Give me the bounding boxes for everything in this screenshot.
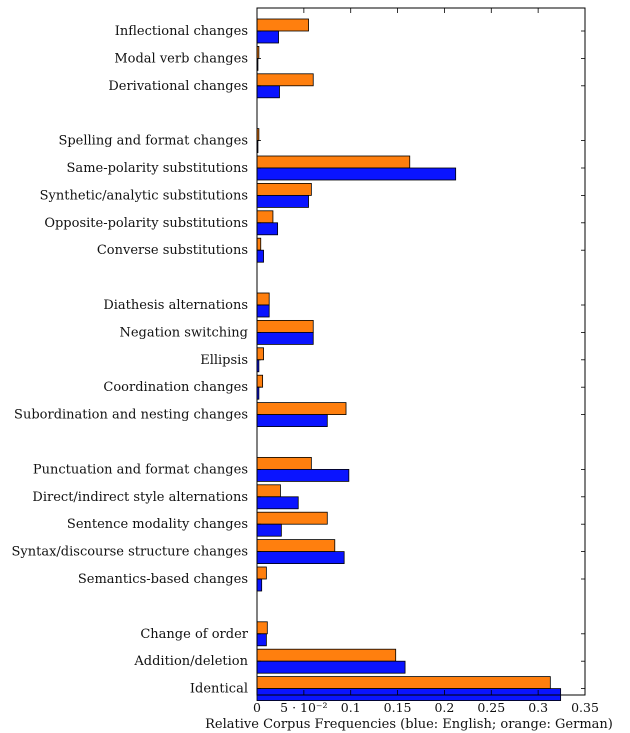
x-tick-label: 5 · 10⁻²	[280, 700, 327, 715]
category-label: Diathesis alternations	[103, 298, 248, 313]
x-tick-label: 0	[253, 700, 261, 715]
x-axis-label: Relative Corpus Frequencies (blue: Engli…	[205, 717, 613, 732]
bar-english	[256, 414, 328, 428]
bar-german	[256, 18, 309, 32]
bar-german	[256, 676, 551, 689]
category-label: Syntax/discourse structure changes	[11, 545, 248, 560]
category-label: Spelling and format changes	[58, 134, 248, 149]
category-label: Modal verb changes	[114, 51, 248, 66]
bar-english	[256, 578, 263, 592]
bar-english	[256, 468, 350, 482]
category-label: Direct/indirect style alternations	[32, 490, 248, 505]
bar-german	[256, 210, 274, 224]
bar-english	[256, 304, 270, 318]
category-label: Synthetic/analytic substitutions	[40, 188, 248, 203]
bar-german	[256, 182, 312, 196]
bar-german	[256, 456, 312, 470]
bar-german	[256, 155, 411, 169]
bar-english	[256, 85, 280, 99]
bar-english	[256, 660, 406, 674]
bar-german	[256, 484, 281, 498]
bar-english	[256, 194, 309, 208]
x-axis-ticks: 0 5 · 10⁻² 0.1 0.15 0.2 0.25 0.3 0.35	[253, 8, 599, 715]
x-tick-label: 0.3	[528, 700, 548, 715]
category-label: Inflectional changes	[115, 24, 248, 39]
x-tick-label: 0.2	[434, 700, 454, 715]
category-label: Identical	[190, 682, 248, 697]
bar-german	[256, 511, 328, 525]
category-label: Same-polarity substitutions	[67, 161, 248, 176]
bar-english	[256, 523, 282, 537]
bar-german	[256, 648, 397, 662]
x-tick-label: 0.15	[384, 700, 412, 715]
category-label: Punctuation and format changes	[33, 462, 248, 477]
x-tick-label: 0.35	[571, 700, 599, 715]
bar-english	[256, 551, 345, 564]
bar-german	[256, 621, 268, 635]
category-label: Negation switching	[119, 325, 248, 340]
bar-german	[256, 402, 347, 416]
x-tick-label: 0.25	[477, 700, 505, 715]
category-labels: Inflectional changes Modal verb changes De…	[11, 24, 585, 697]
bar-english	[256, 496, 299, 510]
plot-frame	[256, 7, 586, 696]
category-label: Coordination changes	[103, 380, 248, 395]
category-label: Sentence modality changes	[67, 517, 248, 532]
bars-group	[256, 18, 562, 701]
bar-english	[256, 222, 279, 236]
bar-english	[256, 249, 264, 263]
category-label: Change of order	[140, 627, 248, 642]
category-label: Opposite-polarity substitutions	[44, 216, 248, 231]
bar-english	[256, 30, 279, 44]
bar-german	[256, 347, 264, 361]
bar-german	[256, 319, 314, 333]
bar-german	[256, 539, 336, 552]
category-label: Converse substitutions	[97, 243, 248, 258]
bar-english	[256, 167, 457, 181]
bar-german	[256, 292, 270, 306]
x-tick-label: 0.1	[341, 700, 361, 715]
category-label: Semantics-based changes	[78, 572, 248, 587]
bar-german	[256, 566, 267, 580]
bar-english	[256, 331, 314, 345]
bar-english	[256, 633, 267, 647]
bar-german	[256, 73, 314, 87]
category-label: Addition/deletion	[133, 654, 248, 669]
category-label: Ellipsis	[200, 353, 248, 368]
bar-german	[256, 237, 262, 251]
category-label: Subordination and nesting changes	[14, 408, 248, 423]
bar-german	[256, 374, 264, 388]
category-label: Derivational changes	[108, 79, 248, 94]
